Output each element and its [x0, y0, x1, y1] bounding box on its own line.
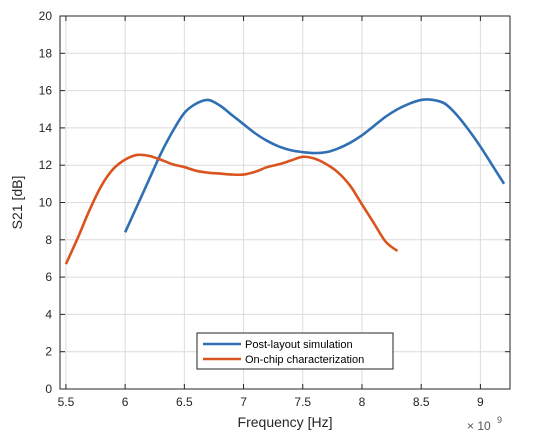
x-tick-label-7: 9: [477, 395, 484, 409]
x-tick-label-1: 6: [122, 395, 129, 409]
tick-layer: 5.5 6 6.5 7 7.5 8 8.5 9 0 2 4 6 8 10 12 14 16 18 20: [39, 9, 510, 409]
x-axis-multiplier-exponent: 9: [497, 415, 502, 425]
x-tick-label-6: 8.5: [413, 395, 430, 409]
x-tick-label-5: 8: [359, 395, 366, 409]
y-tick-label-8: 16: [39, 84, 53, 98]
y-axis-label: S21 [dB]: [9, 176, 25, 230]
series-line-post-layout-simulation: [123, 98, 506, 233]
series-layer: [64, 98, 506, 265]
x-tick-label-3: 7: [240, 395, 247, 409]
series-line-on-chip-characterization: [64, 153, 399, 265]
y-tick-label-2: 4: [45, 307, 52, 321]
grid-layer: [60, 15, 510, 390]
legend-label-on-chip-characterization: On-chip characterization: [245, 354, 364, 366]
legend-box: [196, 332, 394, 370]
x-tick-label-2: 6.5: [176, 395, 193, 409]
y-tick-label-5: 10: [39, 196, 53, 210]
y-tick-label-10: 20: [39, 9, 53, 23]
y-tick-label-4: 8: [45, 233, 52, 247]
y-tick-label-7: 14: [39, 121, 53, 135]
y-tick-label-9: 18: [39, 46, 53, 60]
x-tick-label-4: 7.5: [294, 395, 311, 409]
x-axis-multiplier-base: × 10: [467, 419, 491, 433]
y-tick-label-0: 0: [45, 382, 52, 396]
x-axis-label: Frequency [Hz]: [238, 414, 333, 430]
y-tick-label-1: 2: [45, 345, 52, 359]
y-tick-label-6: 12: [39, 158, 53, 172]
legend-label-post-layout-simulation: Post-layout simulation: [245, 339, 353, 351]
legend: Post-layout simulation On-chip character…: [196, 332, 394, 370]
x-tick-label-0: 5.5: [58, 395, 75, 409]
y-tick-label-3: 6: [45, 270, 52, 284]
x-axis-multiplier: × 10 9: [467, 415, 502, 433]
